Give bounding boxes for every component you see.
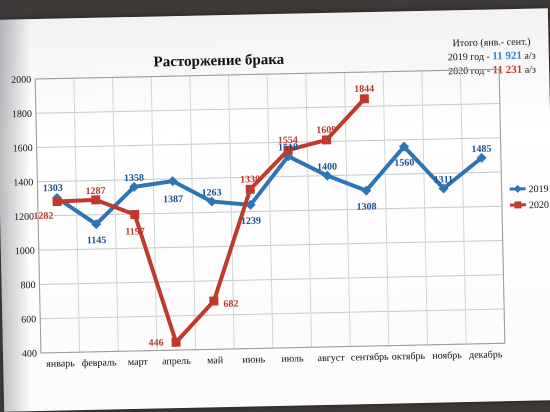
y-tick-label: 1600 bbox=[13, 143, 33, 154]
summary-2019-value: 11 921 bbox=[492, 50, 522, 63]
data-point-2020 bbox=[171, 337, 181, 347]
x-tick-label: июнь bbox=[242, 354, 265, 365]
x-tick-label: июль bbox=[281, 353, 304, 364]
y-tick-label: 600 bbox=[21, 314, 36, 325]
y-tick-label: 800 bbox=[20, 280, 35, 291]
data-point-2020 bbox=[209, 296, 219, 306]
data-point-2019 bbox=[322, 170, 333, 181]
data-label-2020: 1282 bbox=[33, 211, 53, 222]
x-tick-label: ноябрь bbox=[432, 350, 462, 362]
summary-2020-prefix: 2020 год - bbox=[448, 65, 493, 77]
data-label-2019: 1400 bbox=[317, 161, 337, 172]
x-tick-label: август bbox=[317, 353, 345, 365]
plot-area-border bbox=[34, 68, 506, 354]
legend-label-2020: 2020 bbox=[529, 200, 549, 211]
gridline-v bbox=[305, 73, 313, 348]
summary-2020-value: 11 231 bbox=[492, 64, 522, 77]
grid-lines bbox=[34, 68, 506, 354]
data-point-2020 bbox=[283, 145, 293, 155]
x-tick-label: май bbox=[207, 355, 224, 366]
data-label-2019: 1311 bbox=[434, 174, 454, 185]
data-point-2019 bbox=[129, 181, 140, 192]
data-label-2020: 682 bbox=[223, 299, 238, 310]
x-tick-label: декабрь bbox=[469, 349, 503, 361]
data-label-2020: 1554 bbox=[278, 135, 298, 146]
data-label-2019: 1308 bbox=[357, 201, 377, 212]
data-label-2019: 1145 bbox=[87, 235, 107, 246]
paper-sheet: Расторжение брака Итого (янв.- сент.) 20… bbox=[0, 8, 550, 412]
gridline-v bbox=[227, 74, 235, 349]
data-label-2019: 1303 bbox=[43, 183, 63, 194]
x-tick-label: январь bbox=[46, 358, 75, 370]
legend-label-2019: 2019 bbox=[529, 184, 549, 195]
gridline-v bbox=[112, 77, 119, 352]
data-label-2020: 446 bbox=[148, 338, 163, 349]
gridline-v bbox=[73, 78, 81, 353]
x-axis: январь февраль март апрель май июнь июль август… bbox=[46, 349, 503, 370]
legend: 2019 2020 bbox=[509, 184, 549, 211]
data-label-2019: 1560 bbox=[394, 157, 414, 168]
summary-2019-unit: а/з bbox=[522, 51, 536, 62]
data-point-2020 bbox=[130, 209, 140, 220]
y-tick-label: 1000 bbox=[15, 246, 35, 257]
summary-2019: 2019 год - 11 921 а/з bbox=[448, 50, 536, 64]
x-tick-label: февраль bbox=[82, 357, 117, 369]
gridline-v bbox=[382, 71, 390, 346]
series-group bbox=[52, 94, 487, 347]
data-label-2019: 1518 bbox=[278, 142, 298, 153]
y-tick-label: 1800 bbox=[12, 109, 32, 120]
data-label-2020: 1844 bbox=[354, 84, 374, 95]
gridline-v bbox=[150, 76, 158, 351]
gridline-v bbox=[421, 70, 429, 345]
gridline-v bbox=[266, 74, 274, 349]
data-label-2020: 1609 bbox=[316, 125, 336, 136]
summary-2020-unit: а/з bbox=[522, 65, 536, 76]
data-point-2019 bbox=[476, 152, 487, 163]
data-label-2020: 1197 bbox=[125, 226, 145, 237]
chart-title: Расторжение брака bbox=[153, 52, 284, 71]
data-label-2019: 1239 bbox=[241, 216, 261, 227]
x-tick-label: октябрь bbox=[392, 351, 426, 363]
x-tick-label: март bbox=[128, 357, 149, 368]
data-label-2019: 1358 bbox=[124, 173, 144, 184]
summary-heading: Итого (янв.- сент.) bbox=[452, 37, 530, 50]
data-point-2020 bbox=[359, 94, 369, 104]
data-label-2019: 1263 bbox=[202, 187, 222, 198]
y-tick-label: 1200 bbox=[14, 212, 34, 223]
data-point-2019 bbox=[361, 185, 372, 196]
data-point-2020 bbox=[91, 195, 101, 205]
data-label-2020: 1330 bbox=[240, 174, 260, 185]
legend-marker-2019 bbox=[513, 184, 522, 193]
data-point-2020 bbox=[321, 135, 332, 145]
gridline-v bbox=[459, 70, 467, 345]
data-label-2020: 1287 bbox=[85, 186, 105, 197]
data-point-2019 bbox=[438, 183, 449, 194]
data-labels: 1303 1145 1358 1387 1263 1239 1518 1400 1308 1560… bbox=[33, 84, 491, 349]
line-chart: Расторжение брака Итого (янв.- сент.) 20… bbox=[11, 37, 549, 370]
series-line-2019 bbox=[55, 144, 483, 227]
summary-box: Итого (янв.- сент.) 2019 год - 11 921 а/… bbox=[448, 37, 536, 78]
y-tick-label: 1400 bbox=[13, 177, 33, 188]
x-tick-label: сентябрь bbox=[351, 352, 389, 364]
data-point-2019 bbox=[167, 176, 178, 187]
summary-2019-prefix: 2019 год - bbox=[448, 51, 493, 63]
gridline-v bbox=[189, 75, 197, 350]
x-tick-label: апрель bbox=[162, 356, 191, 368]
data-point-2019 bbox=[399, 141, 410, 152]
data-point-2020 bbox=[245, 184, 255, 194]
summary-2020: 2020 год - 11 231 а/з bbox=[448, 64, 536, 78]
y-axis: 400 600 800 1000 1200 1400 1600 1800 2000 bbox=[11, 75, 37, 360]
y-tick-label: 400 bbox=[22, 349, 37, 360]
legend-marker-2020 bbox=[514, 201, 522, 209]
data-label-2019: 1485 bbox=[471, 144, 491, 155]
data-label-2019: 1387 bbox=[163, 194, 183, 205]
data-point-2020 bbox=[52, 196, 62, 207]
data-point-2019 bbox=[206, 196, 217, 207]
y-tick-label: 2000 bbox=[11, 75, 31, 86]
data-point-2019 bbox=[91, 219, 102, 230]
